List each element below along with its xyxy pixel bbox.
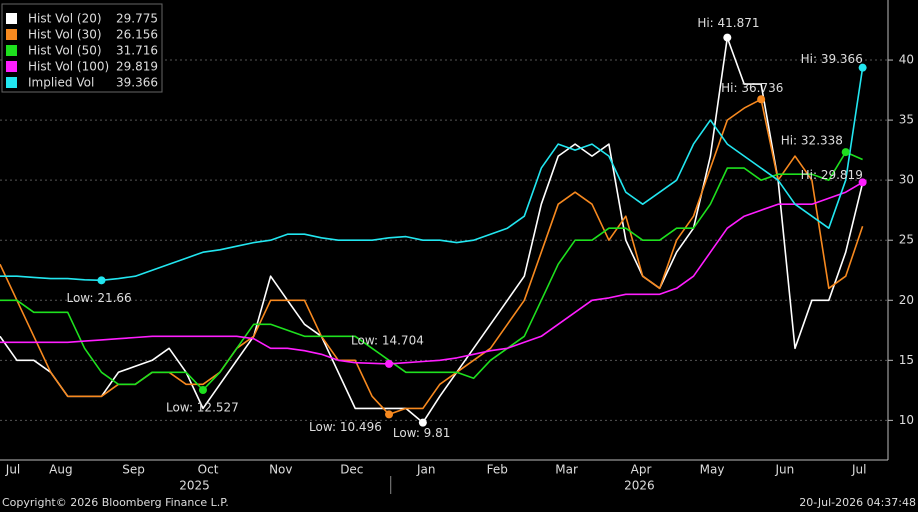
extreme-label: Low: 14.704 <box>351 333 424 347</box>
x-tick-label: Oct <box>198 463 219 477</box>
x-tick-label: Jun <box>774 463 794 477</box>
legend-swatch <box>6 45 17 56</box>
x-tick-label: Jan <box>416 463 436 477</box>
year-label: 2026 <box>624 479 655 493</box>
extreme-label: Low: 21.66 <box>66 291 131 305</box>
x-tick-label: Aug <box>49 463 72 477</box>
extreme-marker <box>858 178 867 187</box>
legend-name: Hist Vol (100) <box>28 60 109 74</box>
legend-name: Hist Vol (20) <box>28 12 102 26</box>
x-tick-label: Apr <box>631 463 652 477</box>
extreme-marker <box>841 148 850 157</box>
legend-value: 39.366 <box>116 76 158 90</box>
y-tick-label: 15 <box>899 353 914 367</box>
extreme-marker <box>97 276 106 285</box>
extreme-marker <box>198 386 207 395</box>
legend-value: 29.819 <box>116 60 158 74</box>
extreme-marker <box>418 418 427 427</box>
legend-name: Implied Vol <box>28 76 94 90</box>
x-tick-label: Feb <box>487 463 508 477</box>
extreme-marker <box>723 33 732 42</box>
copyright: Copyright© 2026 Bloomberg Finance L.P. <box>2 496 229 509</box>
y-tick-label: 40 <box>899 53 914 67</box>
extreme-label: Low: 9.81 <box>393 426 451 440</box>
y-tick-label: 25 <box>899 233 914 247</box>
extreme-label: Low: 12.527 <box>166 401 239 415</box>
legend-value: 26.156 <box>116 28 158 42</box>
series-line <box>0 67 864 282</box>
extreme-label: Hi: 29.819 <box>801 168 863 182</box>
x-tick-label: Nov <box>269 463 292 477</box>
y-tick-label: 10 <box>899 413 914 427</box>
extreme-label: Hi: 41.871 <box>697 16 759 30</box>
x-tick-label: Mar <box>555 463 578 477</box>
extreme-label: Low: 10.496 <box>309 420 382 434</box>
legend-box <box>1 3 163 93</box>
legend-value: 29.775 <box>116 12 158 26</box>
extreme-label: Hi: 36.736 <box>721 81 783 95</box>
x-tick-label: Dec <box>340 463 363 477</box>
extreme-marker <box>858 63 867 72</box>
legend-swatch <box>6 77 17 88</box>
legend-name: Hist Vol (30) <box>28 28 102 42</box>
extreme-marker <box>385 359 394 368</box>
extreme-label: Hi: 32.338 <box>781 134 843 148</box>
y-tick-label: 20 <box>899 293 914 307</box>
x-tick-label: Jul <box>851 463 866 477</box>
series-line <box>0 181 864 365</box>
extreme-label: Hi: 39.366 <box>801 52 863 66</box>
year-label: 2025 <box>179 479 210 493</box>
extreme-marker <box>757 95 766 104</box>
extreme-marker <box>385 410 394 419</box>
legend: Hist Vol (20) 29.775 Hist Vol (30) 26.156 Hi… <box>1 3 163 93</box>
legend-value: 31.716 <box>116 44 158 58</box>
legend-name: Hist Vol (50) <box>28 44 102 58</box>
x-tick-label: May <box>700 463 725 477</box>
legend-swatch <box>6 61 17 72</box>
series-line <box>0 36 864 424</box>
y-tick-label: 30 <box>899 173 914 187</box>
timestamp: 20-Jul-2026 04:37:48 <box>799 496 916 509</box>
legend-swatch <box>6 13 17 24</box>
x-tick-label: Jul <box>5 463 20 477</box>
x-tick-label: Sep <box>122 463 145 477</box>
series-line <box>0 151 863 391</box>
y-tick-label: 35 <box>899 113 914 127</box>
legend-swatch <box>6 29 17 40</box>
